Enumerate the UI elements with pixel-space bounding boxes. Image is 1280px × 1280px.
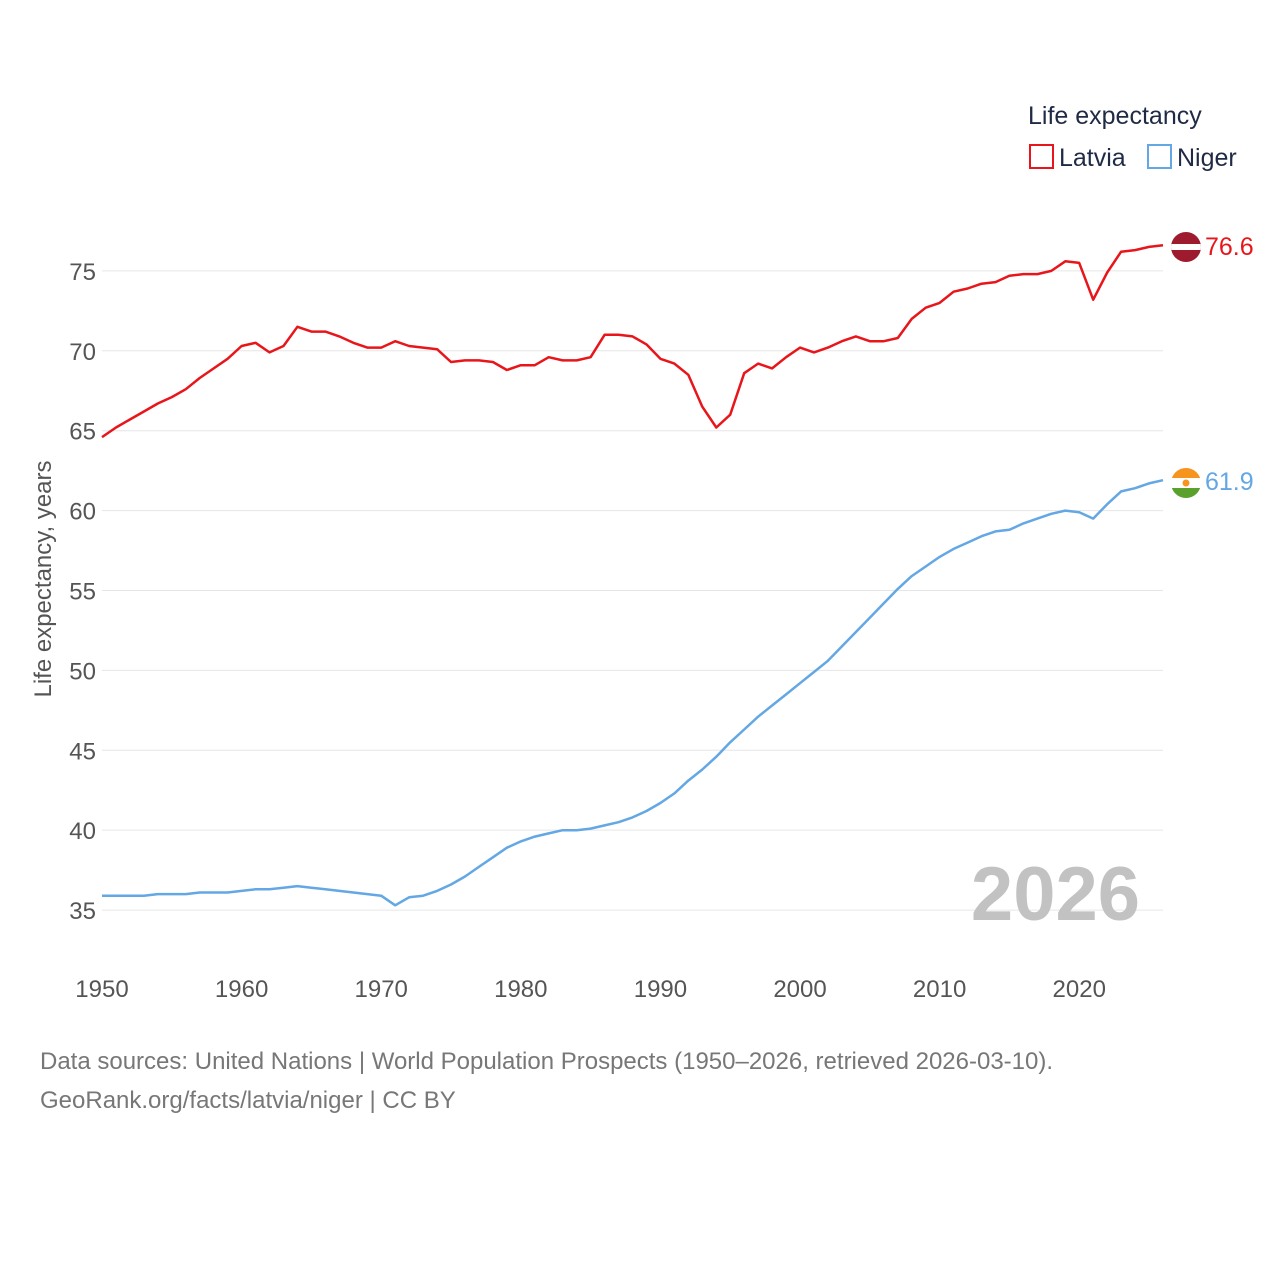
y-axis-title: Life expectancy, years xyxy=(30,460,57,697)
x-tick-label: 2020 xyxy=(1053,976,1106,1003)
source-note: Data sources: United Nations | World Pop… xyxy=(40,1042,1260,1120)
x-tick-label: 1990 xyxy=(634,976,687,1003)
x-tick-label: 2000 xyxy=(773,976,826,1003)
series-lines xyxy=(101,244,1164,907)
x-tick-label: 2010 xyxy=(913,976,966,1003)
y-tick-label: 70 xyxy=(69,339,96,366)
legend-swatch-latvia xyxy=(1029,144,1054,169)
y-tick-label: 55 xyxy=(69,578,96,605)
x-tick-label: 1960 xyxy=(215,976,268,1003)
niger-end-label: 61.9 xyxy=(1205,468,1254,496)
legend-swatch-niger xyxy=(1147,144,1172,169)
y-tick-label: 65 xyxy=(69,419,96,446)
gridlines xyxy=(102,270,1163,911)
niger-series-line xyxy=(102,478,1164,907)
y-tick-label: 75 xyxy=(69,259,96,286)
year-watermark: 2026 xyxy=(971,852,1140,937)
latvia-series-line xyxy=(101,244,1164,439)
legend-title: Life expectancy xyxy=(1028,102,1202,130)
latvia-end-label: 76.6 xyxy=(1205,233,1254,261)
y-axis-ticks: 35 40 45 50 55 60 65 70 75 xyxy=(69,259,96,925)
x-tick-label: 1980 xyxy=(494,976,547,1003)
y-tick-label: 60 xyxy=(69,499,96,526)
niger-flag-icon xyxy=(1171,468,1201,498)
y-tick-label: 45 xyxy=(69,738,96,765)
y-tick-label: 50 xyxy=(69,658,96,685)
y-tick-label: 35 xyxy=(69,898,96,925)
x-axis-ticks: 1950 1960 1970 1980 1990 2000 2010 2020 xyxy=(75,976,1106,1003)
legend-label-niger: Niger xyxy=(1177,144,1237,172)
x-tick-label: 1970 xyxy=(355,976,408,1003)
latvia-flag-icon xyxy=(1171,232,1201,262)
source-line-2[interactable]: GeoRank.org/facts/latvia/niger | CC BY xyxy=(40,1087,456,1114)
legend-label-latvia: Latvia xyxy=(1059,144,1126,172)
legend: Life expectancy Latvia Niger xyxy=(1028,102,1237,172)
x-tick-label: 1950 xyxy=(75,976,128,1003)
source-line-1: Data sources: United Nations | World Pop… xyxy=(40,1048,1054,1075)
y-tick-label: 40 xyxy=(69,818,96,845)
